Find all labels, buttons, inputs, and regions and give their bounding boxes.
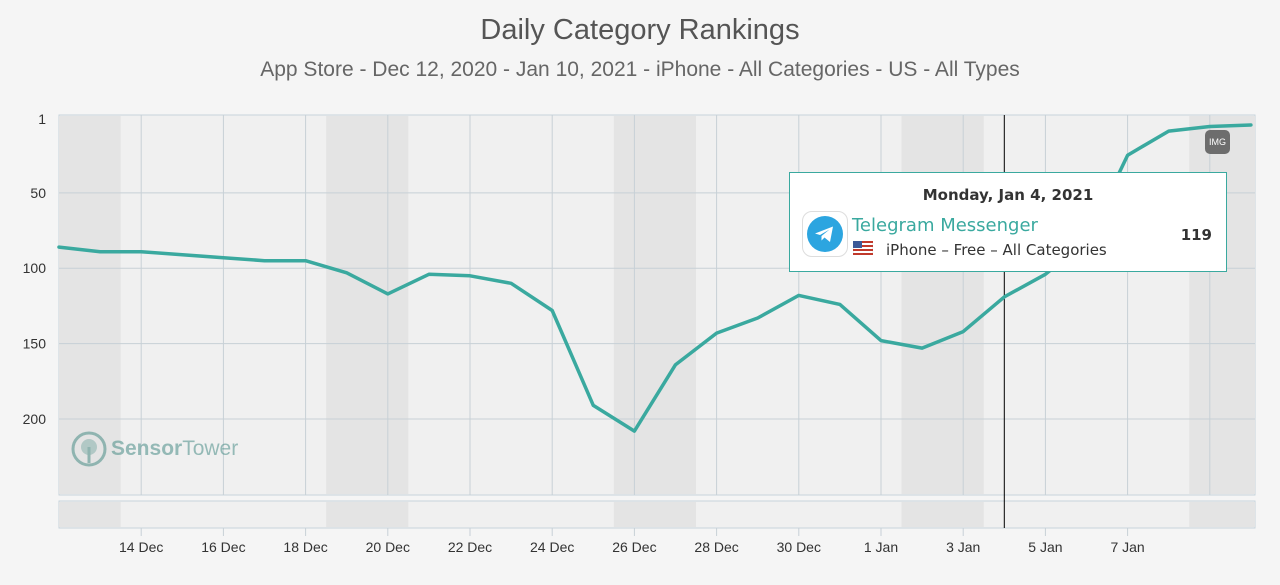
y-tick-label: 150 [23, 336, 47, 352]
telegram-icon [802, 211, 848, 257]
x-tick-label: 7 Jan [1110, 539, 1144, 555]
navigator-weekend-band [613, 502, 697, 527]
watermark-text-tower: Tower [182, 437, 239, 460]
x-tick-label: 1 Jan [864, 539, 898, 555]
x-tick-label: 16 Dec [201, 539, 245, 555]
sensortower-logo-icon [71, 431, 107, 467]
weekend-band [59, 116, 121, 494]
y-tick-label: 100 [23, 260, 47, 276]
x-axis: 14 Dec 16 Dec 18 Dec 20 Dec 22 Dec 24 Dec 26 D… [119, 528, 1145, 555]
tooltip-value: 119 [1180, 226, 1212, 244]
x-tick-label: 20 Dec [366, 539, 410, 555]
sensortower-watermark: Sensor Tower [71, 430, 238, 468]
tooltip: Monday, Jan 4, 2021 Telegram Messenger i… [789, 172, 1227, 272]
tooltip-app-name[interactable]: Telegram Messenger [852, 215, 1038, 236]
x-tick-label: 26 Dec [612, 539, 656, 555]
app-icon-badge[interactable]: IMG [1205, 130, 1230, 154]
weekend-band [326, 116, 409, 494]
navigator-weekend-band [59, 502, 121, 527]
y-tick-label: 1 [38, 111, 46, 127]
x-tick-label: 24 Dec [530, 539, 574, 555]
range-navigator[interactable] [58, 500, 1256, 529]
x-tick-label: 18 Dec [283, 539, 327, 555]
grid-lines [59, 115, 1255, 495]
chart-subtitle: App Store - Dec 12, 2020 - Jan 10, 2021 … [260, 58, 1020, 81]
navigator-weekend-band [1189, 502, 1255, 527]
x-tick-label: 5 Jan [1028, 539, 1062, 555]
x-tick-label: 3 Jan [946, 539, 980, 555]
us-flag-icon [853, 241, 873, 255]
x-tick-label: 30 Dec [777, 539, 821, 555]
x-tick-label: 14 Dec [119, 539, 163, 555]
x-tick-label: 28 Dec [694, 539, 738, 555]
y-tick-label: 50 [30, 185, 46, 201]
watermark-text-sensor: Sensor [111, 437, 183, 460]
y-tick-label: 200 [23, 411, 47, 427]
x-tick-label: 22 Dec [448, 539, 492, 555]
navigator-weekend-band [326, 502, 409, 527]
tooltip-date: Monday, Jan 4, 2021 [922, 186, 1094, 204]
navigator-weekend-band [901, 502, 984, 527]
weekend-bands [59, 116, 1255, 494]
weekend-band [613, 116, 697, 494]
tooltip-detail: iPhone – Free – All Categories [886, 241, 1107, 259]
chart-title: Daily Category Rankings [480, 14, 800, 46]
